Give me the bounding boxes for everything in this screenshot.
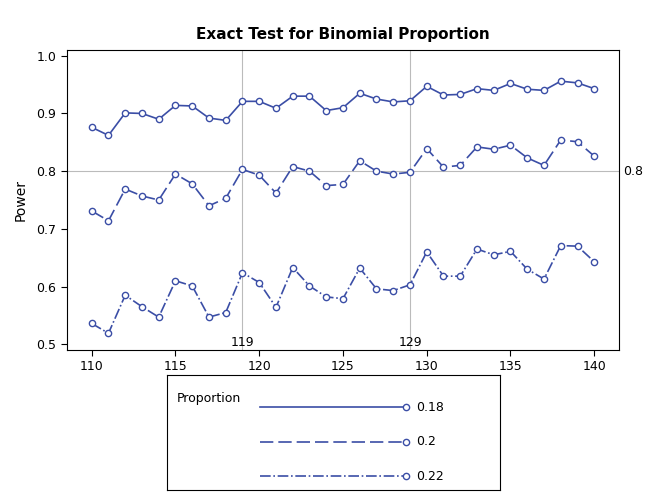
Text: 119: 119 [230,336,254,349]
Text: 0.2: 0.2 [416,435,436,448]
Y-axis label: Power: Power [14,179,28,221]
Title: Exact Test for Binomial Proportion: Exact Test for Binomial Proportion [196,27,490,42]
X-axis label: Total Sample Size: Total Sample Size [282,382,404,396]
Text: 0.8: 0.8 [623,164,643,177]
Text: 0.22: 0.22 [416,470,444,482]
Text: Proportion: Proportion [176,392,240,405]
Text: 0.18: 0.18 [416,400,444,413]
Text: 129: 129 [398,336,422,349]
